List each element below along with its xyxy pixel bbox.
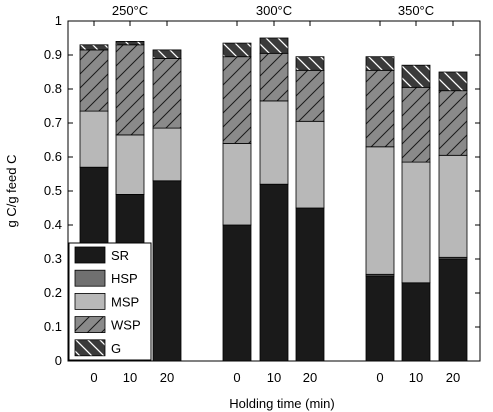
x-tick-label: 10 <box>409 370 423 385</box>
bar-segment-wsp <box>438 90 468 156</box>
bar-segment-g <box>222 42 252 58</box>
y-tick-label: 0.2 <box>44 285 62 300</box>
x-tick-label: 0 <box>233 370 240 385</box>
x-tick-label: 20 <box>160 370 174 385</box>
bar-segment-g <box>295 56 325 71</box>
bar-segment-msp <box>152 127 182 182</box>
y-tick-label: 0.3 <box>44 251 62 266</box>
bar-segment-g <box>438 71 468 92</box>
x-tick-label: 20 <box>303 370 317 385</box>
legend-swatch-msp <box>74 292 106 310</box>
bar-segment-g <box>401 64 431 88</box>
legend-label: G <box>111 341 121 356</box>
bar-segment-msp <box>401 161 431 284</box>
bar-segment-g <box>365 56 395 71</box>
bar-segment-sr <box>365 275 395 362</box>
x-tick-label: 0 <box>376 370 383 385</box>
bar-segment-wsp <box>365 69 395 148</box>
x-tick-label: 10 <box>123 370 137 385</box>
bar-segment-wsp <box>79 49 109 112</box>
bar-segment-g <box>259 37 289 54</box>
bar-segment-sr <box>222 224 252 362</box>
y-tick-label: 0.5 <box>44 183 62 198</box>
legend-swatch-sr <box>74 246 106 264</box>
y-tick-label: 0.8 <box>44 81 62 96</box>
bar-segment-wsp <box>222 56 252 144</box>
y-tick-label: 1 <box>55 13 62 28</box>
bar-segment-sr <box>152 180 182 362</box>
y-tick-label: 0 <box>55 353 62 368</box>
bar-segment-wsp <box>259 52 289 102</box>
y-tick-label: 0.6 <box>44 149 62 164</box>
x-tick-label: 0 <box>90 370 97 385</box>
legend-label: SR <box>111 248 129 263</box>
bar-segment-sr <box>295 207 325 362</box>
legend-label: MSP <box>111 294 139 309</box>
x-tick-label: 10 <box>267 370 281 385</box>
legend-swatch-wsp <box>74 316 106 334</box>
bar-segment-wsp <box>401 86 431 163</box>
bar-segment-sr <box>438 258 468 362</box>
bar-segment-g <box>152 49 182 59</box>
group-label: 350°C <box>398 3 434 18</box>
bar-segment-msp <box>115 134 145 195</box>
bar-segment-sr <box>259 183 289 362</box>
legend-swatch-g <box>74 339 106 357</box>
bar-segment-wsp <box>295 69 325 122</box>
group-label: 300°C <box>256 3 292 18</box>
bar-segment-msp <box>259 100 289 185</box>
legend-swatch-hsp <box>74 269 106 287</box>
bar-segment-wsp <box>152 58 182 129</box>
y-tick-label: 0.7 <box>44 115 62 130</box>
y-axis-label: g C/g feed C <box>4 155 19 228</box>
x-axis-label: Holding time (min) <box>229 396 334 411</box>
bar-segment-msp <box>79 110 109 168</box>
bar-segment-msp <box>365 146 395 275</box>
bar-segment-g <box>115 41 145 46</box>
bar-segment-msp <box>438 154 468 258</box>
legend-label: HSP <box>111 271 138 286</box>
group-label: 250°C <box>112 3 148 18</box>
bar-segment-wsp <box>115 44 145 136</box>
bar-segment-msp <box>295 120 325 209</box>
legend-label: WSP <box>111 318 141 333</box>
bar-segment-msp <box>222 142 252 226</box>
y-tick-label: 0.1 <box>44 319 62 334</box>
y-tick-label: 0.9 <box>44 47 62 62</box>
bar-segment-g <box>79 44 109 51</box>
bar-segment-sr <box>401 282 431 362</box>
y-tick-label: 0.4 <box>44 217 62 232</box>
x-tick-label: 20 <box>446 370 460 385</box>
